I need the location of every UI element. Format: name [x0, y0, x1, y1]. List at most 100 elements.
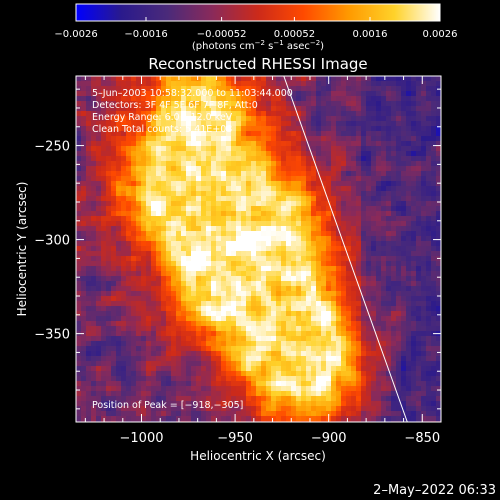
heatmap-cell: [271, 146, 277, 152]
heatmap-cell: [331, 286, 337, 292]
heatmap-cell: [276, 381, 282, 387]
heatmap-cell: [191, 286, 197, 292]
heatmap-cell: [306, 306, 312, 312]
heatmap-cell: [226, 381, 232, 387]
heatmap-cell: [296, 316, 302, 322]
heatmap-cell: [111, 211, 117, 217]
heatmap-cell: [256, 201, 262, 207]
heatmap-cell: [206, 146, 212, 152]
heatmap-cell: [146, 241, 152, 247]
heatmap-cell: [211, 226, 217, 232]
heatmap-cell: [396, 141, 402, 147]
heatmap-cell: [291, 171, 297, 177]
heatmap-cell: [316, 401, 322, 407]
heatmap-cell: [181, 371, 187, 377]
heatmap-cell: [131, 416, 137, 422]
heatmap-cell: [256, 376, 262, 382]
heatmap-cell: [366, 121, 372, 127]
heatmap-cell: [336, 81, 342, 87]
heatmap-cell: [236, 396, 242, 402]
heatmap-cell: [241, 326, 247, 332]
heatmap-cell: [296, 406, 302, 412]
heatmap-cell: [266, 336, 272, 342]
heatmap-cell: [206, 296, 212, 302]
heatmap-cell: [426, 236, 432, 242]
heatmap-cell: [406, 91, 412, 97]
heatmap-cell: [411, 256, 417, 262]
heatmap-cell: [261, 291, 267, 297]
heatmap-cell: [286, 296, 292, 302]
heatmap-cell: [396, 406, 402, 412]
heatmap-cell: [321, 346, 327, 352]
heatmap-cell: [306, 206, 312, 212]
heatmap-cell: [131, 406, 137, 412]
heatmap-cell: [111, 221, 117, 227]
heatmap-cell: [151, 206, 157, 212]
heatmap-cell: [201, 156, 207, 162]
heatmap-cell: [251, 101, 257, 107]
heatmap-cell: [116, 406, 122, 412]
heatmap-cell: [131, 381, 137, 387]
heatmap-cell: [251, 276, 257, 282]
heatmap-cell: [191, 146, 197, 152]
heatmap-cell: [371, 206, 377, 212]
heatmap-cell: [411, 381, 417, 387]
heatmap-cell: [91, 276, 97, 282]
heatmap-cell: [81, 191, 87, 197]
heatmap-cell: [411, 241, 417, 247]
heatmap-cell: [321, 271, 327, 277]
heatmap-cell: [136, 336, 142, 342]
heatmap-cell: [276, 251, 282, 257]
heatmap-cell: [261, 341, 267, 347]
heatmap-cell: [211, 346, 217, 352]
heatmap-cell: [436, 301, 441, 307]
heatmap-cell: [306, 106, 312, 112]
heatmap-cell: [211, 311, 217, 317]
heatmap-cell: [436, 316, 441, 322]
heatmap-cell: [241, 261, 247, 267]
heatmap-cell: [311, 286, 317, 292]
heatmap-cell: [136, 166, 142, 172]
heatmap-cell: [391, 271, 397, 277]
heatmap-cell: [151, 76, 157, 82]
heatmap-cell: [421, 126, 427, 132]
heatmap-cell: [396, 291, 402, 297]
heatmap-cell: [371, 111, 377, 117]
heatmap-cell: [416, 361, 422, 367]
heatmap-cell: [276, 341, 282, 347]
heatmap-cell: [281, 141, 287, 147]
heatmap-cell: [216, 196, 222, 202]
heatmap-cell: [316, 181, 322, 187]
heatmap-cell: [126, 336, 132, 342]
heatmap-cell: [266, 76, 272, 82]
heatmap-cell: [141, 281, 147, 287]
heatmap-cell: [416, 271, 422, 277]
heatmap-cell: [151, 186, 157, 192]
heatmap-cell: [411, 111, 417, 117]
heatmap-cell: [276, 371, 282, 377]
heatmap-cell: [376, 316, 382, 322]
heatmap-cell: [131, 391, 137, 397]
heatmap-cell: [251, 371, 257, 377]
heatmap-cell: [311, 81, 317, 87]
heatmap-cell: [421, 96, 427, 102]
heatmap-cell: [186, 351, 192, 357]
heatmap-cell: [426, 256, 432, 262]
heatmap-cell: [391, 81, 397, 87]
heatmap-cell: [426, 381, 432, 387]
heatmap-cell: [286, 171, 292, 177]
heatmap-cell: [81, 251, 87, 257]
heatmap-cell: [146, 186, 152, 192]
heatmap-cell: [431, 176, 437, 182]
heatmap-cell: [186, 256, 192, 262]
heatmap-cell: [186, 156, 192, 162]
heatmap-cell: [436, 156, 441, 162]
heatmap-cell: [116, 396, 122, 402]
heatmap-cell: [171, 371, 177, 377]
heatmap-cell: [426, 156, 432, 162]
heatmap-cell: [286, 386, 292, 392]
heatmap-cell: [411, 311, 417, 317]
heatmap-cell: [171, 116, 177, 122]
heatmap-cell: [156, 391, 162, 397]
heatmap-cell: [171, 151, 177, 157]
